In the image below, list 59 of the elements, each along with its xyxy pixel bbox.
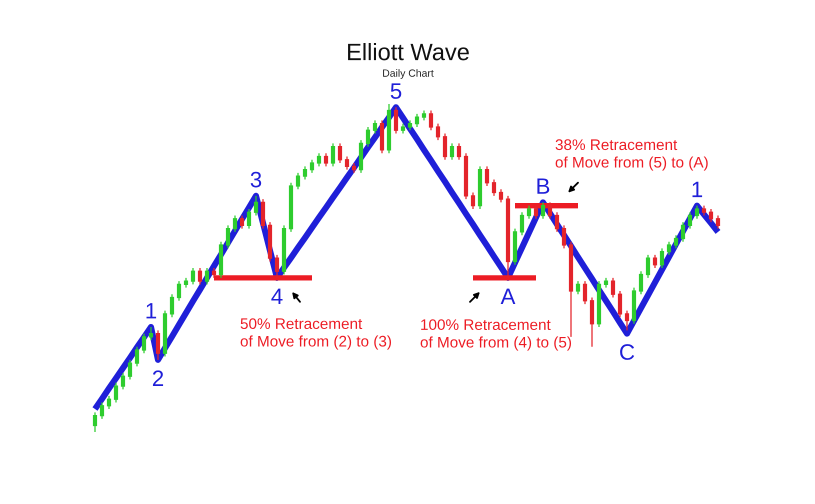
annotation: 4: [271, 288, 283, 304]
candlestick: [408, 120, 412, 131]
candlestick: [576, 280, 580, 295]
candlestick: [204, 267, 210, 286]
candlestick: [604, 277, 608, 288]
candlestick: [400, 123, 406, 134]
candlestick: [106, 395, 112, 410]
candlestick: [688, 212, 692, 230]
annotation: 1: [692, 182, 702, 198]
annotation: 2: [152, 370, 164, 386]
candlestick: [652, 254, 658, 269]
candlestick: [232, 214, 238, 233]
annotation: A: [500, 288, 516, 304]
candlestick: [674, 234, 678, 249]
candlestick: [302, 166, 308, 180]
candlestick: [450, 142, 454, 160]
annotation: 1: [146, 303, 156, 318]
chart-subtitle: Daily Chart: [383, 69, 434, 79]
candlestick: [568, 241, 574, 338]
candlestick: [498, 188, 504, 204]
candlestick: [540, 202, 546, 220]
candlestick: [198, 267, 202, 286]
candlestick: [310, 159, 314, 174]
candlestick: [344, 156, 350, 170]
annotation: C: [620, 344, 634, 360]
candlestick: [666, 241, 672, 256]
candlestick: [352, 162, 356, 174]
candlestick: [240, 214, 244, 230]
candlestick: [702, 205, 706, 216]
candlestick: [708, 208, 714, 223]
candlestick: [324, 152, 328, 167]
annotation: B: [537, 178, 550, 194]
annotation: 5: [390, 83, 402, 99]
candlestick: [716, 214, 720, 230]
candlestick: [254, 195, 258, 216]
candlestick: [470, 192, 476, 210]
candlestick: [590, 296, 594, 348]
candlestick: [184, 277, 188, 288]
annotation: 50% Retracement of Move from (2) to (3): [240, 318, 392, 350]
annotation: 100% Retracement of Move from (4) to (5): [420, 319, 572, 351]
candlestick: [422, 110, 426, 122]
annotation: 3: [250, 172, 262, 188]
candlestick: [100, 402, 104, 420]
candlestick: [92, 412, 98, 433]
candlestick: [492, 178, 496, 196]
candlestick: [190, 267, 196, 286]
candlestick: [436, 123, 440, 141]
candlestick: [526, 205, 532, 220]
chart-title: Elliott Wave: [348, 42, 469, 60]
candlestick: [372, 120, 378, 134]
candlestick: [120, 372, 126, 390]
candlestick: [456, 142, 462, 160]
candlestick: [694, 205, 700, 220]
candlestick: [624, 310, 630, 331]
annotation: 38% Retracement of Move from (5) to (A): [556, 139, 708, 171]
candlestick: [316, 152, 322, 167]
candlestick: [414, 113, 420, 128]
candlestick: [296, 172, 300, 190]
candlestick: [148, 326, 154, 341]
